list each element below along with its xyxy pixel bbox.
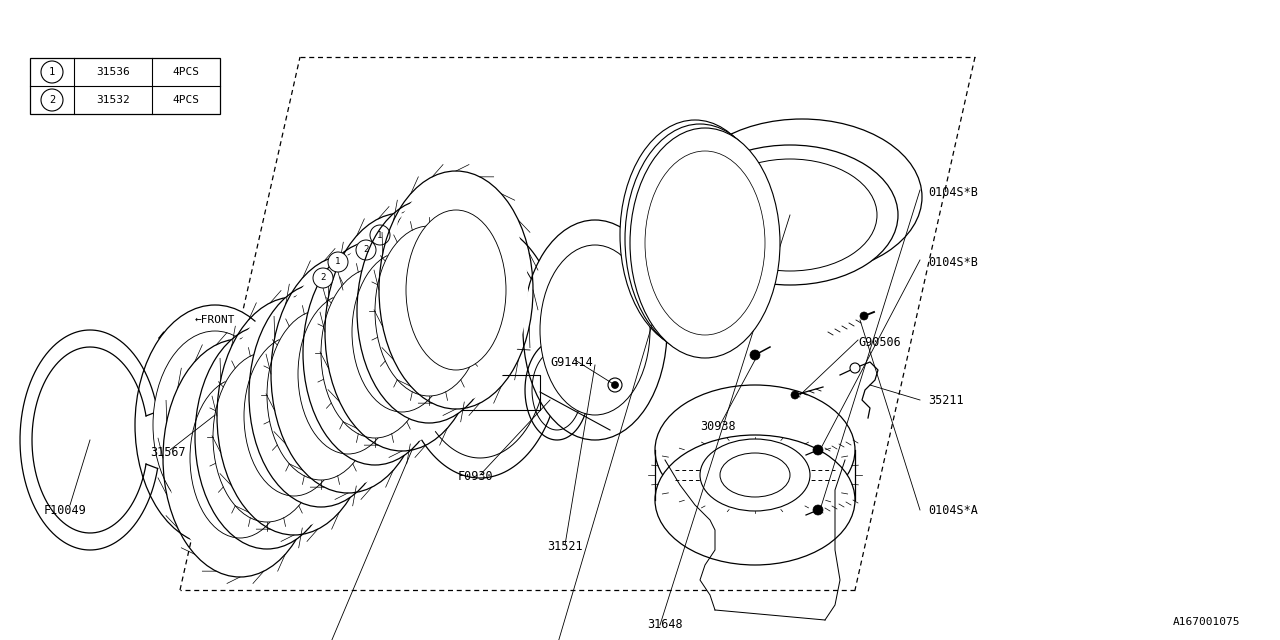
Text: 2: 2	[364, 246, 369, 255]
Circle shape	[612, 381, 618, 388]
Ellipse shape	[682, 145, 899, 285]
Text: F0930: F0930	[457, 470, 493, 483]
Text: 1: 1	[335, 257, 340, 266]
Bar	[29, 58, 220, 114]
Ellipse shape	[635, 143, 755, 327]
Circle shape	[813, 505, 823, 515]
Ellipse shape	[250, 283, 393, 507]
Circle shape	[41, 61, 63, 83]
Text: G91414: G91414	[550, 355, 594, 369]
Ellipse shape	[352, 252, 452, 412]
Ellipse shape	[298, 294, 398, 454]
Ellipse shape	[330, 220, 474, 444]
Ellipse shape	[655, 385, 855, 515]
Circle shape	[412, 200, 433, 220]
Ellipse shape	[154, 331, 276, 519]
Text: 0104S*B: 0104S*B	[928, 255, 978, 269]
Circle shape	[750, 350, 760, 360]
Ellipse shape	[221, 304, 366, 528]
Text: 2: 2	[406, 221, 411, 230]
Ellipse shape	[268, 310, 375, 480]
Text: 4PCS: 4PCS	[173, 95, 200, 105]
Ellipse shape	[640, 147, 760, 331]
Circle shape	[398, 215, 419, 235]
Ellipse shape	[244, 336, 344, 496]
Text: 0104S*A: 0104S*A	[928, 504, 978, 516]
Ellipse shape	[212, 352, 321, 522]
Text: 31648: 31648	[648, 618, 682, 632]
Text: 0104S*B: 0104S*B	[928, 186, 978, 198]
Ellipse shape	[645, 151, 765, 335]
Text: G90506: G90506	[858, 335, 901, 349]
Circle shape	[370, 225, 390, 245]
Text: 31567: 31567	[150, 445, 186, 458]
Text: F10049: F10049	[44, 504, 86, 516]
Circle shape	[850, 363, 860, 373]
Ellipse shape	[384, 178, 529, 402]
Text: 30938: 30938	[700, 420, 736, 433]
Circle shape	[314, 268, 333, 288]
Circle shape	[813, 445, 823, 455]
Text: 4PCS: 4PCS	[173, 67, 200, 77]
Text: A167001075: A167001075	[1172, 617, 1240, 627]
Ellipse shape	[189, 378, 291, 538]
Ellipse shape	[700, 439, 810, 511]
Text: 1: 1	[378, 230, 383, 239]
Circle shape	[356, 240, 376, 260]
Text: 31536: 31536	[96, 67, 129, 77]
Ellipse shape	[168, 346, 312, 570]
Ellipse shape	[375, 226, 483, 396]
Circle shape	[860, 312, 868, 320]
Ellipse shape	[682, 119, 922, 275]
Text: E00612: E00612	[404, 339, 447, 351]
Ellipse shape	[524, 220, 667, 440]
Ellipse shape	[276, 262, 420, 486]
Text: 31521: 31521	[547, 541, 582, 554]
Ellipse shape	[195, 325, 339, 549]
Circle shape	[41, 89, 63, 111]
Ellipse shape	[321, 268, 429, 438]
Circle shape	[328, 252, 348, 272]
Circle shape	[791, 391, 799, 399]
Text: ←FRONT: ←FRONT	[195, 315, 236, 325]
Text: FIG.150-3: FIG.150-3	[358, 301, 422, 314]
Text: 1: 1	[420, 205, 425, 214]
Circle shape	[608, 378, 622, 392]
Ellipse shape	[357, 199, 500, 423]
Ellipse shape	[655, 435, 855, 565]
Text: 1: 1	[49, 67, 55, 77]
Ellipse shape	[625, 124, 774, 354]
Ellipse shape	[719, 453, 790, 497]
Bar	[430, 375, 540, 410]
Ellipse shape	[406, 210, 506, 370]
Ellipse shape	[630, 128, 780, 358]
Ellipse shape	[134, 305, 294, 545]
Text: 2: 2	[320, 273, 325, 282]
Text: 31532: 31532	[96, 95, 129, 105]
Ellipse shape	[703, 159, 877, 271]
Ellipse shape	[303, 241, 447, 465]
Ellipse shape	[620, 120, 771, 350]
Ellipse shape	[540, 245, 650, 415]
Text: 2: 2	[49, 95, 55, 105]
Text: 35211: 35211	[928, 394, 964, 406]
